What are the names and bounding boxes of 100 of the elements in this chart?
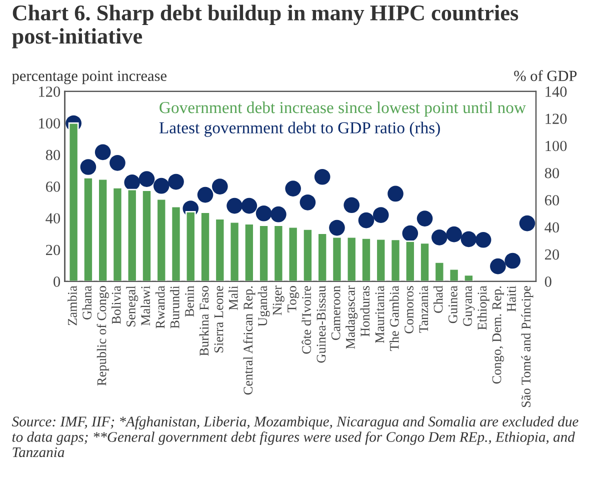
point [388,186,404,202]
point [416,210,433,226]
bar [258,224,270,282]
x-tick-label: Zambia [68,286,77,326]
y2-tick-label: 140 [546,86,567,97]
bar [420,242,430,282]
y-axis-title: percentage point increase [12,70,166,84]
x-tick-label: Haiti [507,286,516,312]
point [358,212,374,228]
point [431,229,448,246]
point [460,231,477,248]
x-tick-label: Bolivia [111,286,121,324]
x-tick-label: Republic of Congo [96,286,109,386]
y-tick-label: 40 [46,213,60,224]
point [314,168,330,185]
x-tick-label: Honduras [360,286,370,336]
bar [273,224,284,282]
x-tick-label: Congo, Dem. Rep. [492,286,504,384]
point [168,174,184,190]
x-tick-label: Mauritania [375,286,384,344]
x-tick-label: Cameroon [331,286,340,340]
point [329,220,345,236]
bar [361,237,372,282]
bar [126,188,138,282]
point [197,186,214,203]
x-tick-label: Ethiopia [477,286,490,330]
y-tick-label: 120 [39,86,60,97]
point [212,178,228,194]
bar [302,228,313,282]
point [504,252,520,269]
bar [98,178,108,282]
x-tick-label: Malawi [140,286,150,326]
bar [332,236,342,282]
x-tick-label: Sierra Leone [214,286,224,352]
bar [229,221,240,282]
x-tick-label: Niger [272,286,284,316]
point [270,206,286,222]
bar [317,232,328,282]
x-tick-label: Uganda [258,286,270,326]
bar [214,218,226,282]
point [372,207,389,223]
y2-tick-label: 40 [544,222,560,233]
bar [170,206,182,282]
y-tick-label: 100 [39,118,60,129]
point [475,232,492,248]
x-tick-label: Tanzania [419,286,428,333]
x-tick-label: Benin [185,286,194,317]
x-tick-label: Central African Rep. [243,286,256,395]
y2-tick-label: 60 [544,195,560,206]
point [490,258,506,274]
bar [376,238,386,282]
x-tick-label: São Tomé and Príncipe [521,286,534,407]
x-tick-label: Burkina Faso [199,286,209,356]
bar [200,212,211,282]
bar [288,226,298,282]
bar [404,240,416,282]
x-tick-label: Senegal [126,286,138,326]
y2-tick-label: 20 [544,249,560,260]
point [446,226,462,242]
x-tick-label: Guinea-Bissau [316,286,326,363]
x-tick-label: Guyana [463,286,475,326]
point [344,197,360,214]
point [241,198,258,214]
bar [448,268,460,282]
text: Latest government debt to GDP ratio (rhs) [159,122,440,137]
y-tick-label: 0 [54,276,60,287]
y-tick-label: 80 [46,150,60,160]
bar [68,122,79,282]
bar [434,262,445,282]
point [519,215,536,232]
y-tick-label: 60 [46,182,60,192]
x-tick-label: Comoros [404,286,414,334]
y2-tick-label: 0 [544,276,552,287]
bar [112,186,123,282]
y2-tick-label: 100 [546,140,567,152]
point [256,205,272,222]
bar [142,190,152,282]
point [402,225,418,242]
x-tick-label: Rwanda [155,286,165,328]
text: Government debt increase since lowest point until now [160,101,526,117]
x-tick-label: The Gambia [390,286,399,351]
bar [463,274,474,282]
bar [390,238,401,282]
point [110,154,126,171]
x-tick-label: Côte d'Ivoire [302,286,312,354]
x-tick-label: Mali [228,286,238,310]
x-tick-label: Madagascar [346,286,358,349]
x-tick-label: Togo [288,286,300,312]
x-tick-label: Guinea [448,286,458,324]
point [300,194,316,210]
point [153,178,170,194]
y-tick-label: 20 [46,244,60,256]
point [226,198,242,214]
bar [244,223,254,282]
x-tick-label: Ghana [82,286,92,320]
x-tick-label: Chad [433,286,443,313]
bar [185,211,196,282]
bar [82,176,94,282]
y2-tick-label: 120 [546,114,567,124]
point [285,180,301,196]
